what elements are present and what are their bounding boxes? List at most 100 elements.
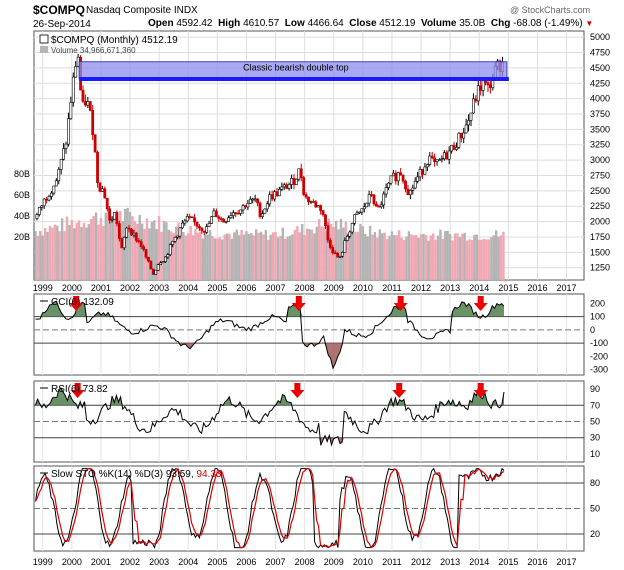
sell-signal-arrow-icon [473, 383, 488, 398]
volume-bar [487, 239, 491, 280]
price-candle-body [93, 134, 97, 153]
volume-bar [351, 226, 355, 280]
x-axis-year-label: 2013 [440, 283, 460, 293]
volume-bar [271, 232, 275, 280]
volume-bar [220, 239, 224, 280]
price-candle-body [74, 66, 78, 78]
price-candle-body [307, 196, 310, 202]
price-candle-body [399, 172, 403, 176]
volume-bar [492, 235, 495, 280]
price-tick-label: 2000 [590, 217, 610, 227]
volume-bar [259, 231, 263, 280]
price-candle-body [202, 230, 206, 233]
sell-signal-arrow-icon [392, 383, 407, 398]
volume-bar [482, 238, 486, 280]
volume-bar [281, 227, 285, 280]
osc-tick-label: 20 [590, 529, 600, 539]
volume-bar [390, 231, 394, 280]
price-tick-label: 4000 [590, 94, 610, 104]
volume-bar [56, 225, 59, 280]
price-candle-body [227, 217, 230, 222]
volume-bar [444, 230, 447, 280]
volume-bar [473, 234, 476, 280]
volume-bar [230, 238, 234, 280]
volume-bar [247, 234, 251, 280]
volume-bar [427, 240, 430, 280]
price-candle-body [195, 221, 199, 227]
bottom-year-label: 2001 [91, 557, 111, 567]
volume-bar [361, 226, 365, 280]
price-candle-body [418, 169, 422, 178]
volume-bar [439, 229, 442, 280]
volume-tick-label: 20B [14, 232, 30, 242]
price-candle-body [457, 132, 461, 148]
x-axis-year-label: 2002 [120, 283, 140, 293]
price-candle-body [103, 188, 107, 199]
bottom-year-label: 2017 [557, 557, 577, 567]
price-candle-body [219, 218, 223, 220]
ohlc-row: Open 4592.42 High 4610.57 Low 4466.64 Cl… [148, 18, 593, 29]
price-candle-body [239, 209, 243, 214]
volume-bar [495, 230, 498, 280]
volume-bar [310, 229, 314, 280]
volume-bar [453, 233, 457, 280]
volume-bar [303, 234, 306, 280]
price-candle-body [205, 226, 209, 233]
price-tick-label: 2250 [590, 201, 610, 211]
price-candle-body [210, 216, 213, 224]
volume-bar [136, 223, 139, 280]
volume-bar [73, 228, 76, 280]
volume-bar [385, 239, 389, 280]
price-candle-body [142, 246, 146, 250]
price-candle-body [188, 216, 192, 218]
price-candle-body [224, 221, 228, 223]
price-candle-body [379, 204, 383, 208]
high-value: 4610.57 [243, 18, 280, 29]
volume-bar [109, 217, 112, 280]
volume-bar [211, 235, 214, 280]
price-candle-body [433, 157, 437, 163]
price-candle-body [408, 190, 412, 196]
volume-bar [104, 212, 107, 280]
volume-bar [240, 229, 243, 280]
volume-bar [128, 211, 132, 280]
price-tick-label: 1250 [590, 263, 610, 273]
volume-bar [102, 226, 105, 280]
osc-tick-label: 90 [590, 384, 600, 394]
volume-bar [75, 222, 78, 280]
price-candle-body [88, 101, 92, 111]
volume-bar [150, 222, 154, 280]
price-candle-body [411, 187, 415, 191]
symbol-label: $COMPQ [33, 3, 86, 17]
price-candle-body [486, 82, 490, 86]
price-candle-body [311, 201, 315, 203]
price-tick-label: 2750 [590, 170, 610, 180]
price-candle-body [69, 102, 73, 119]
volume-bar [325, 230, 328, 280]
price-candle-body [86, 101, 90, 106]
price-candle-body [406, 188, 410, 196]
high-label: High [218, 18, 241, 29]
volume-bar [233, 232, 236, 280]
price-candle-body [488, 84, 492, 89]
down-arrow-icon: ▼ [585, 19, 594, 28]
volume-bar [189, 226, 192, 280]
price-candle-body [345, 235, 349, 241]
x-axis-year-label: 2017 [557, 283, 577, 293]
volume-bar [463, 232, 466, 280]
price-candle-body [375, 203, 378, 207]
candle-legend-icon [39, 34, 49, 44]
price-candle-body [438, 159, 441, 161]
price-candle-body [147, 256, 150, 262]
x-axis-year-label: 2010 [353, 283, 373, 293]
volume-bar [213, 238, 217, 280]
price-candle-body [348, 231, 352, 237]
volume-tick-label: 80B [14, 169, 30, 179]
volume-bar [456, 233, 459, 280]
price-candle-body [270, 194, 274, 200]
volume-bar [499, 235, 503, 280]
volume-bar [402, 239, 406, 280]
price-candle-body [479, 85, 483, 91]
volume-bar [90, 219, 93, 280]
price-candle-body [190, 216, 194, 219]
